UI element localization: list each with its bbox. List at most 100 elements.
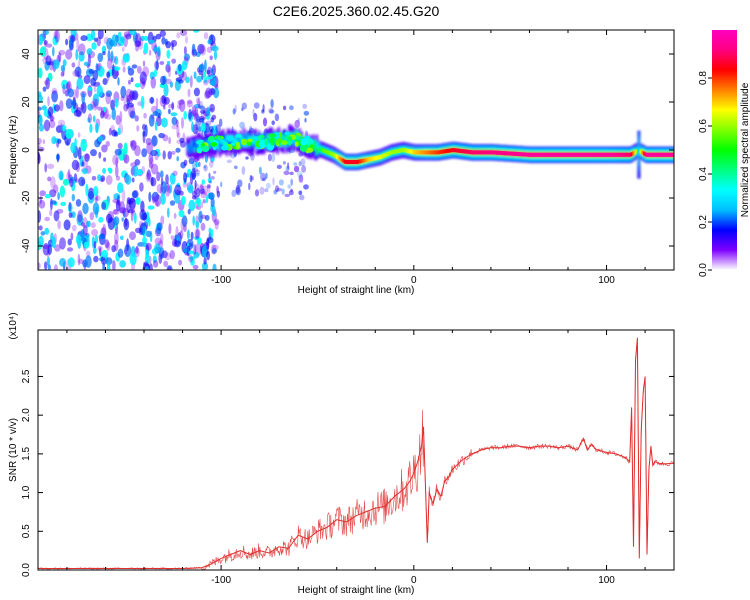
- spectrogram-noise-blob: [142, 212, 147, 221]
- spectrogram-ridge-core-cell: [658, 152, 661, 157]
- spectrogram-noise-blob: [131, 64, 138, 69]
- spectrogram-noise-blob: [183, 172, 188, 183]
- spectrogram-noise-blob: [302, 103, 308, 109]
- spectrogram-y-tick-label: -40: [21, 238, 32, 253]
- spectrogram-noise-blob: [127, 67, 135, 76]
- spectrogram-noise-blob: [101, 201, 107, 210]
- spectrogram-ridge-core-cell: [641, 150, 644, 155]
- snr-y-tick-label: 0.5: [21, 524, 32, 538]
- spectrogram-noise-blob: [202, 71, 207, 78]
- spectrogram-noise-blob: [144, 254, 151, 264]
- spectrogram-noise-blob: [201, 179, 205, 185]
- spectrogram-ridge-core-cell: [491, 150, 494, 155]
- spectrogram-ridge-blob: [281, 140, 288, 146]
- spectrogram-noise-blob: [194, 179, 197, 189]
- spectrogram-noise-blob: [123, 97, 127, 108]
- snr-x-tick-label: 0: [411, 575, 417, 586]
- spectrogram-noise-blob: [102, 78, 108, 85]
- spectrogram-noise-blob: [58, 170, 64, 181]
- spectrogram-noise-blob: [180, 30, 188, 36]
- spectrogram-noise-blob: [148, 49, 152, 56]
- spectrogram-noise-blob: [120, 95, 125, 102]
- spectrogram-noise-blob: [249, 174, 253, 183]
- spectrogram-ridge-core-cell: [439, 150, 442, 154]
- spectrogram-noise-blob: [100, 175, 106, 182]
- spectrogram-noise-blob: [129, 140, 134, 148]
- spectrogram-noise-blob: [171, 116, 178, 126]
- spectrogram-noise-blob: [52, 46, 55, 57]
- spectrogram-noise-blob: [178, 210, 185, 218]
- spectrogram-noise-blob: [76, 77, 84, 90]
- spectrogram-noise-blob: [265, 172, 268, 180]
- spectrogram-noise-blob: [209, 80, 217, 86]
- spectrogram-noise-blob: [206, 238, 210, 251]
- spectrogram-y-tick-label: 40: [21, 48, 32, 60]
- spectrogram-noise-blob: [149, 263, 153, 270]
- spectrogram-ridge-blob: [286, 140, 293, 145]
- spectrogram-noise-blob: [196, 75, 203, 83]
- spectrogram-ridge-core-cell: [670, 152, 673, 157]
- spectrogram-noise-blob: [97, 245, 103, 251]
- spectrogram-noise-blob: [77, 146, 82, 160]
- spectrogram-noise-blob: [127, 79, 132, 85]
- spectrogram-ridge-core-cell: [337, 155, 340, 160]
- spectrogram-noise-blob: [209, 103, 216, 113]
- spectrogram-noise-blob: [158, 132, 166, 139]
- spectrogram-noise-blob: [54, 30, 60, 43]
- spectrogram-noise-blob: [166, 49, 171, 59]
- spectrogram-ridge-core-cell: [497, 150, 500, 155]
- spectrogram-noise-blob: [91, 229, 99, 236]
- spectrogram-noise-blob: [71, 62, 76, 68]
- spectrogram-ridge-core-cell: [352, 160, 355, 164]
- spectrogram-ridge-cell: [219, 142, 223, 151]
- snr-scale-label: (x10⁴): [8, 312, 19, 339]
- spectrogram-noise-blob: [102, 223, 107, 237]
- spectrogram-ridge-core-cell: [559, 152, 562, 157]
- spectrogram-ridge-cell: [188, 148, 191, 153]
- spectrogram-noise-blob: [126, 238, 130, 252]
- spectrogram-noise-blob: [188, 254, 194, 263]
- spectrogram-noise-blob: [83, 75, 91, 85]
- spectrogram-noise-blob: [130, 77, 134, 83]
- spectrogram-noise-blob: [114, 56, 119, 65]
- spectrogram-noise-blob: [46, 256, 51, 266]
- spectrogram-noise-blob: [123, 248, 128, 255]
- spectrogram-ridge-core-cell: [565, 152, 568, 157]
- spectrogram-ridge-core-cell: [521, 152, 523, 157]
- spectrogram-noise-blob: [59, 100, 64, 112]
- spectrogram-noise-blob: [70, 142, 76, 154]
- spectrogram-ridge-core-cell: [371, 156, 374, 161]
- spectrogram-ridge-core-cell: [627, 152, 630, 157]
- spectrogram-noise-blob: [159, 83, 166, 88]
- spectrogram-noise-blob: [81, 161, 85, 167]
- spectrogram-noise-blob: [68, 201, 72, 212]
- spectrogram-ridge-core-cell: [536, 152, 539, 157]
- spectrogram-ridge-core-cell: [487, 150, 490, 155]
- spectrogram-noise-blob: [76, 38, 80, 52]
- spectrogram-noise-blob: [38, 123, 45, 132]
- spectrogram-noise-blob: [169, 250, 175, 260]
- spectrogram-noise-blob: [157, 112, 161, 119]
- spectrogram-noise-blob: [43, 119, 51, 132]
- spectrogram-x-tick-label: 0: [411, 275, 417, 286]
- spectrogram-noise-blob: [72, 224, 77, 232]
- spectrogram-ridge-core-cell: [608, 152, 611, 157]
- spectrogram-noise-blob: [117, 77, 120, 86]
- spectrogram-noise-blob: [272, 177, 275, 186]
- spectrogram-noise-blob: [119, 260, 126, 268]
- spectrogram-noise-blob: [195, 220, 199, 229]
- spectrogram-noise-blob: [298, 174, 304, 183]
- spectrogram-ridge-core-cell: [633, 150, 636, 155]
- spectrogram-noise-blob: [75, 199, 82, 207]
- spectrogram-y-ticks: -40 -20 0 20 40: [21, 48, 674, 253]
- spectrogram-ridge-core-cell: [393, 149, 395, 154]
- spectrogram-ridge-cell: [191, 145, 194, 154]
- spectrogram-ridge-core-cell: [402, 148, 405, 152]
- spectrogram-noise-blob: [155, 33, 162, 40]
- spectrogram-noise-blob: [38, 94, 43, 104]
- spectrogram-ridge-core-cell: [564, 152, 567, 157]
- spectrogram-ridge-core-cell: [576, 152, 579, 157]
- spectrogram-noise-blob: [57, 192, 60, 201]
- spectrogram-ridge-core-cell: [389, 150, 392, 155]
